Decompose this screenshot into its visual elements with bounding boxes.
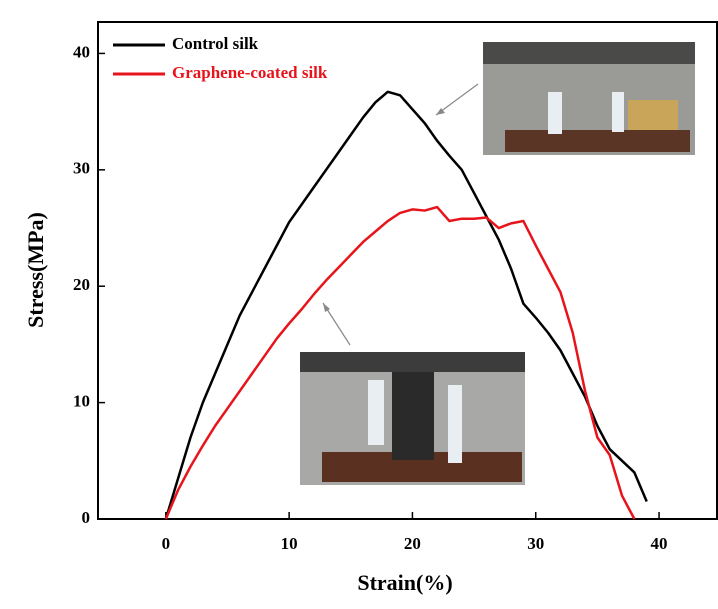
series-line xyxy=(164,205,636,520)
y-tick-label: 20 xyxy=(73,275,90,294)
x-tick-label: 10 xyxy=(281,534,298,553)
legend-label: Control silk xyxy=(172,34,259,53)
x-tick-label: 20 xyxy=(404,534,421,553)
inset-photo-part xyxy=(505,130,690,152)
legend-label: Graphene-coated silk xyxy=(172,63,328,82)
inset-photo-part xyxy=(483,42,695,64)
y-tick-label: 40 xyxy=(73,42,90,61)
x-tick-label: 0 xyxy=(162,534,171,553)
x-axis-title: Strain(%) xyxy=(357,570,452,595)
inset-photo-part xyxy=(392,372,434,460)
inset-bottom xyxy=(300,352,525,485)
inset-photo-part xyxy=(368,380,384,445)
inset-photo-part xyxy=(448,385,462,463)
inset-photo-part xyxy=(628,100,678,130)
inset-top xyxy=(483,42,695,155)
y-tick-label: 30 xyxy=(73,159,90,178)
arrow-head xyxy=(323,303,330,312)
arrow-head xyxy=(436,108,445,115)
inset-photo-part xyxy=(300,352,525,372)
pointer-arrow xyxy=(435,83,479,116)
x-tick-label: 30 xyxy=(527,534,544,553)
inset-photo-part xyxy=(612,92,624,132)
series-line xyxy=(164,90,648,520)
y-axis-title: Stress(MPa) xyxy=(23,212,48,328)
plot-frame xyxy=(97,21,718,520)
x-tick-label: 40 xyxy=(651,534,668,553)
inset-photo-part xyxy=(548,92,562,134)
y-tick-label: 10 xyxy=(73,392,90,411)
y-tick-label: 0 xyxy=(82,508,91,527)
